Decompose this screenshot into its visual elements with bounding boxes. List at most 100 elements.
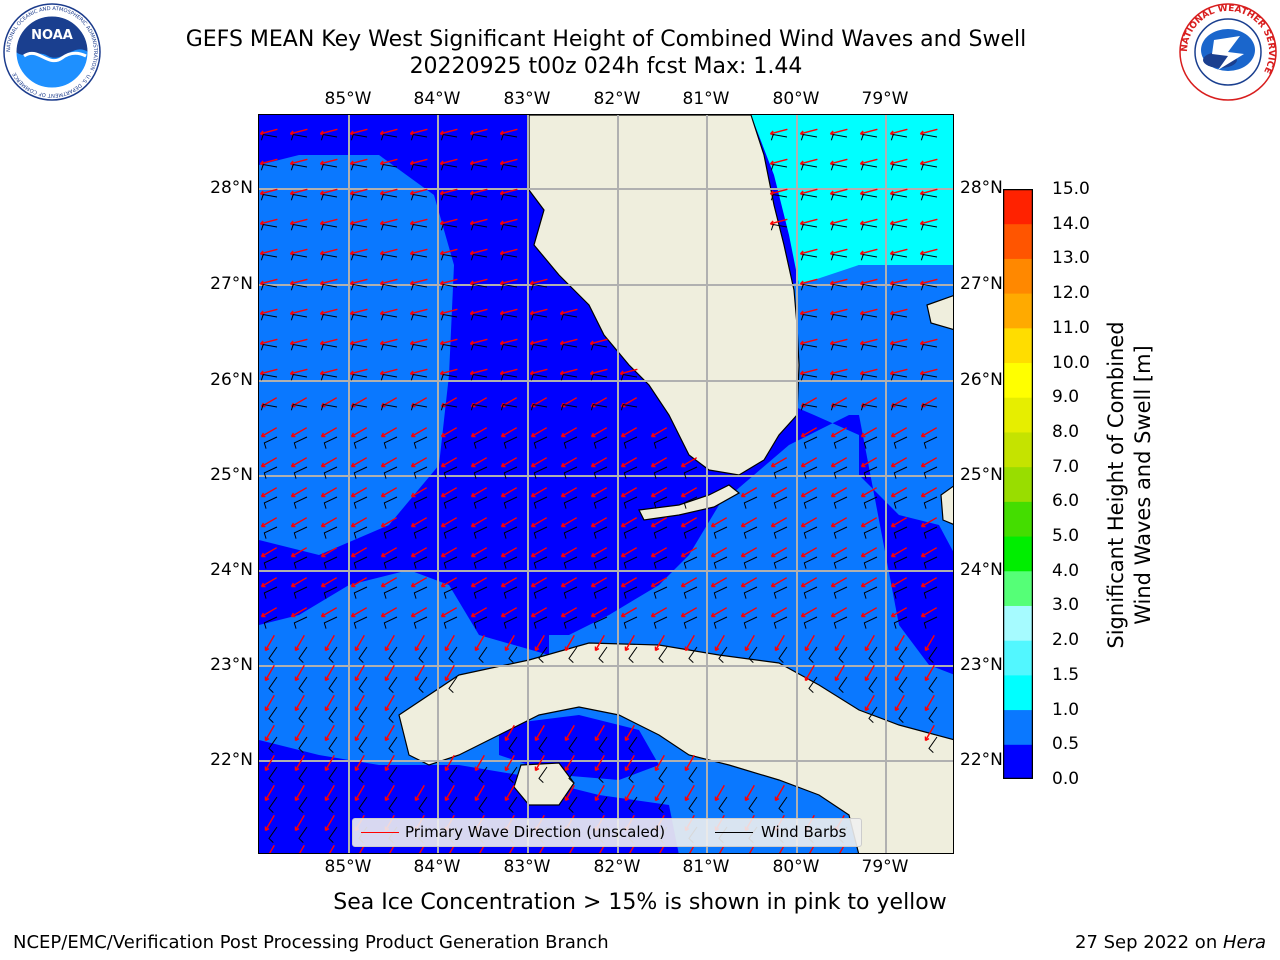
wave-direction-arrow (651, 457, 668, 468)
wind-barb (563, 526, 578, 539)
wind-barb (628, 646, 638, 663)
wave-direction-arrowhead (680, 582, 686, 588)
wind-barb (380, 344, 398, 351)
wave-direction-arrowhead (380, 582, 386, 588)
wave-direction-arrow (620, 368, 638, 375)
wind-barb (808, 646, 818, 663)
map-legend: Primary Wave Direction (unscaled) Wind B… (352, 818, 862, 847)
wave-direction-arrow (924, 694, 935, 711)
wave-direction-arrow (594, 724, 605, 741)
wind-barb (920, 224, 938, 231)
wave-direction-arrowhead (350, 552, 356, 558)
wind-barb (380, 404, 398, 411)
wind-barb (800, 164, 818, 171)
wave-direction-arrow (621, 577, 638, 588)
wind-barb (890, 344, 908, 351)
wave-direction-arrowhead (470, 522, 476, 528)
wave-direction-arrow (591, 427, 608, 438)
wave-direction-arrow (621, 487, 638, 498)
wave-direction-arrow (470, 338, 488, 345)
wave-direction-arrowhead (800, 492, 806, 498)
wave-direction-arrowhead (620, 522, 626, 528)
wind-barb (473, 496, 488, 509)
wind-barb (560, 344, 578, 351)
wave-direction-arrow (350, 278, 368, 285)
lon-label: 80°W (772, 89, 820, 109)
wave-direction-arrow (380, 338, 398, 345)
wave-direction-arrowhead (920, 462, 926, 468)
wave-direction-arrow (351, 607, 368, 618)
wave-direction-arrowhead (384, 796, 390, 802)
wave-direction-arrow (440, 338, 458, 345)
wind-barb (560, 374, 578, 381)
wave-direction-arrow (350, 158, 368, 165)
wind-barb (410, 254, 428, 261)
wind-barb (413, 526, 428, 539)
wave-direction-arrow (260, 248, 278, 255)
wave-direction-arrowhead (380, 462, 386, 468)
wind-barb (563, 436, 578, 449)
wave-direction-arrow (771, 547, 788, 558)
wind-barb (830, 164, 848, 171)
wave-direction-arrow (500, 278, 518, 285)
lat-label: 27°N (960, 274, 1003, 294)
wind-barb (443, 556, 458, 569)
wave-direction-arrow (831, 547, 848, 558)
wave-direction-arrow (891, 547, 908, 558)
wave-direction-arrow (389, 844, 395, 853)
wind-barb (773, 526, 788, 539)
wave-direction-arrow (681, 607, 698, 618)
wind-barb (350, 194, 368, 201)
lat-label: 26°N (210, 370, 253, 390)
wind-barb (383, 556, 398, 569)
wave-direction-arrow (411, 547, 428, 558)
wind-barb (383, 466, 398, 479)
wave-direction-arrow (800, 158, 818, 165)
wave-direction-arrow (920, 158, 938, 165)
wave-direction-arrow (804, 634, 815, 651)
wave-direction-arrow (474, 754, 485, 771)
wave-height-map[interactable] (258, 114, 954, 854)
wave-direction-arrow (860, 188, 878, 195)
wave-direction-arrowhead (530, 612, 536, 618)
wave-direction-arrow (830, 128, 848, 135)
wave-direction-arrowhead (650, 432, 656, 438)
wind-barb (893, 466, 908, 479)
wave-direction-arrow (419, 844, 425, 853)
wave-direction-arrow (591, 517, 608, 528)
wind-barb (503, 526, 518, 539)
wave-direction-arrowhead (384, 736, 390, 742)
wave-direction-arrow (509, 844, 515, 853)
wave-direction-arrow (801, 427, 818, 438)
wave-direction-arrowhead (650, 462, 656, 468)
wave-direction-arrow (380, 128, 398, 135)
wave-direction-arrow (320, 128, 338, 135)
wind-barb (893, 556, 908, 569)
wind-barb (628, 736, 638, 753)
wave-direction-arrow (381, 607, 398, 618)
wave-direction-arrowhead (474, 646, 480, 652)
wind-barb (353, 616, 368, 629)
wave-direction-arrowhead (440, 612, 446, 618)
wave-direction-arrow (921, 427, 938, 438)
wave-direction-arrow (861, 427, 878, 438)
wave-direction-arrow (741, 577, 758, 588)
wind-barb (328, 766, 338, 783)
wave-direction-arrowhead (470, 492, 476, 498)
wind-barb (683, 496, 698, 509)
wind-barb (503, 556, 518, 569)
wave-direction-arrow (800, 188, 818, 195)
wind-barb (898, 646, 908, 663)
wave-direction-arrowhead (260, 522, 266, 528)
map-canvas (259, 115, 953, 853)
wave-direction-arrowhead (260, 612, 266, 618)
wave-direction-arrow (470, 128, 488, 135)
lon-label: 85°W (324, 89, 372, 109)
wind-barb (350, 344, 368, 351)
wind-barb (320, 374, 338, 381)
wind-barb (440, 344, 458, 351)
wave-direction-arrow (830, 308, 848, 315)
wave-direction-arrowhead (624, 766, 630, 772)
wind-barb (298, 736, 308, 753)
wind-barb (413, 436, 428, 449)
